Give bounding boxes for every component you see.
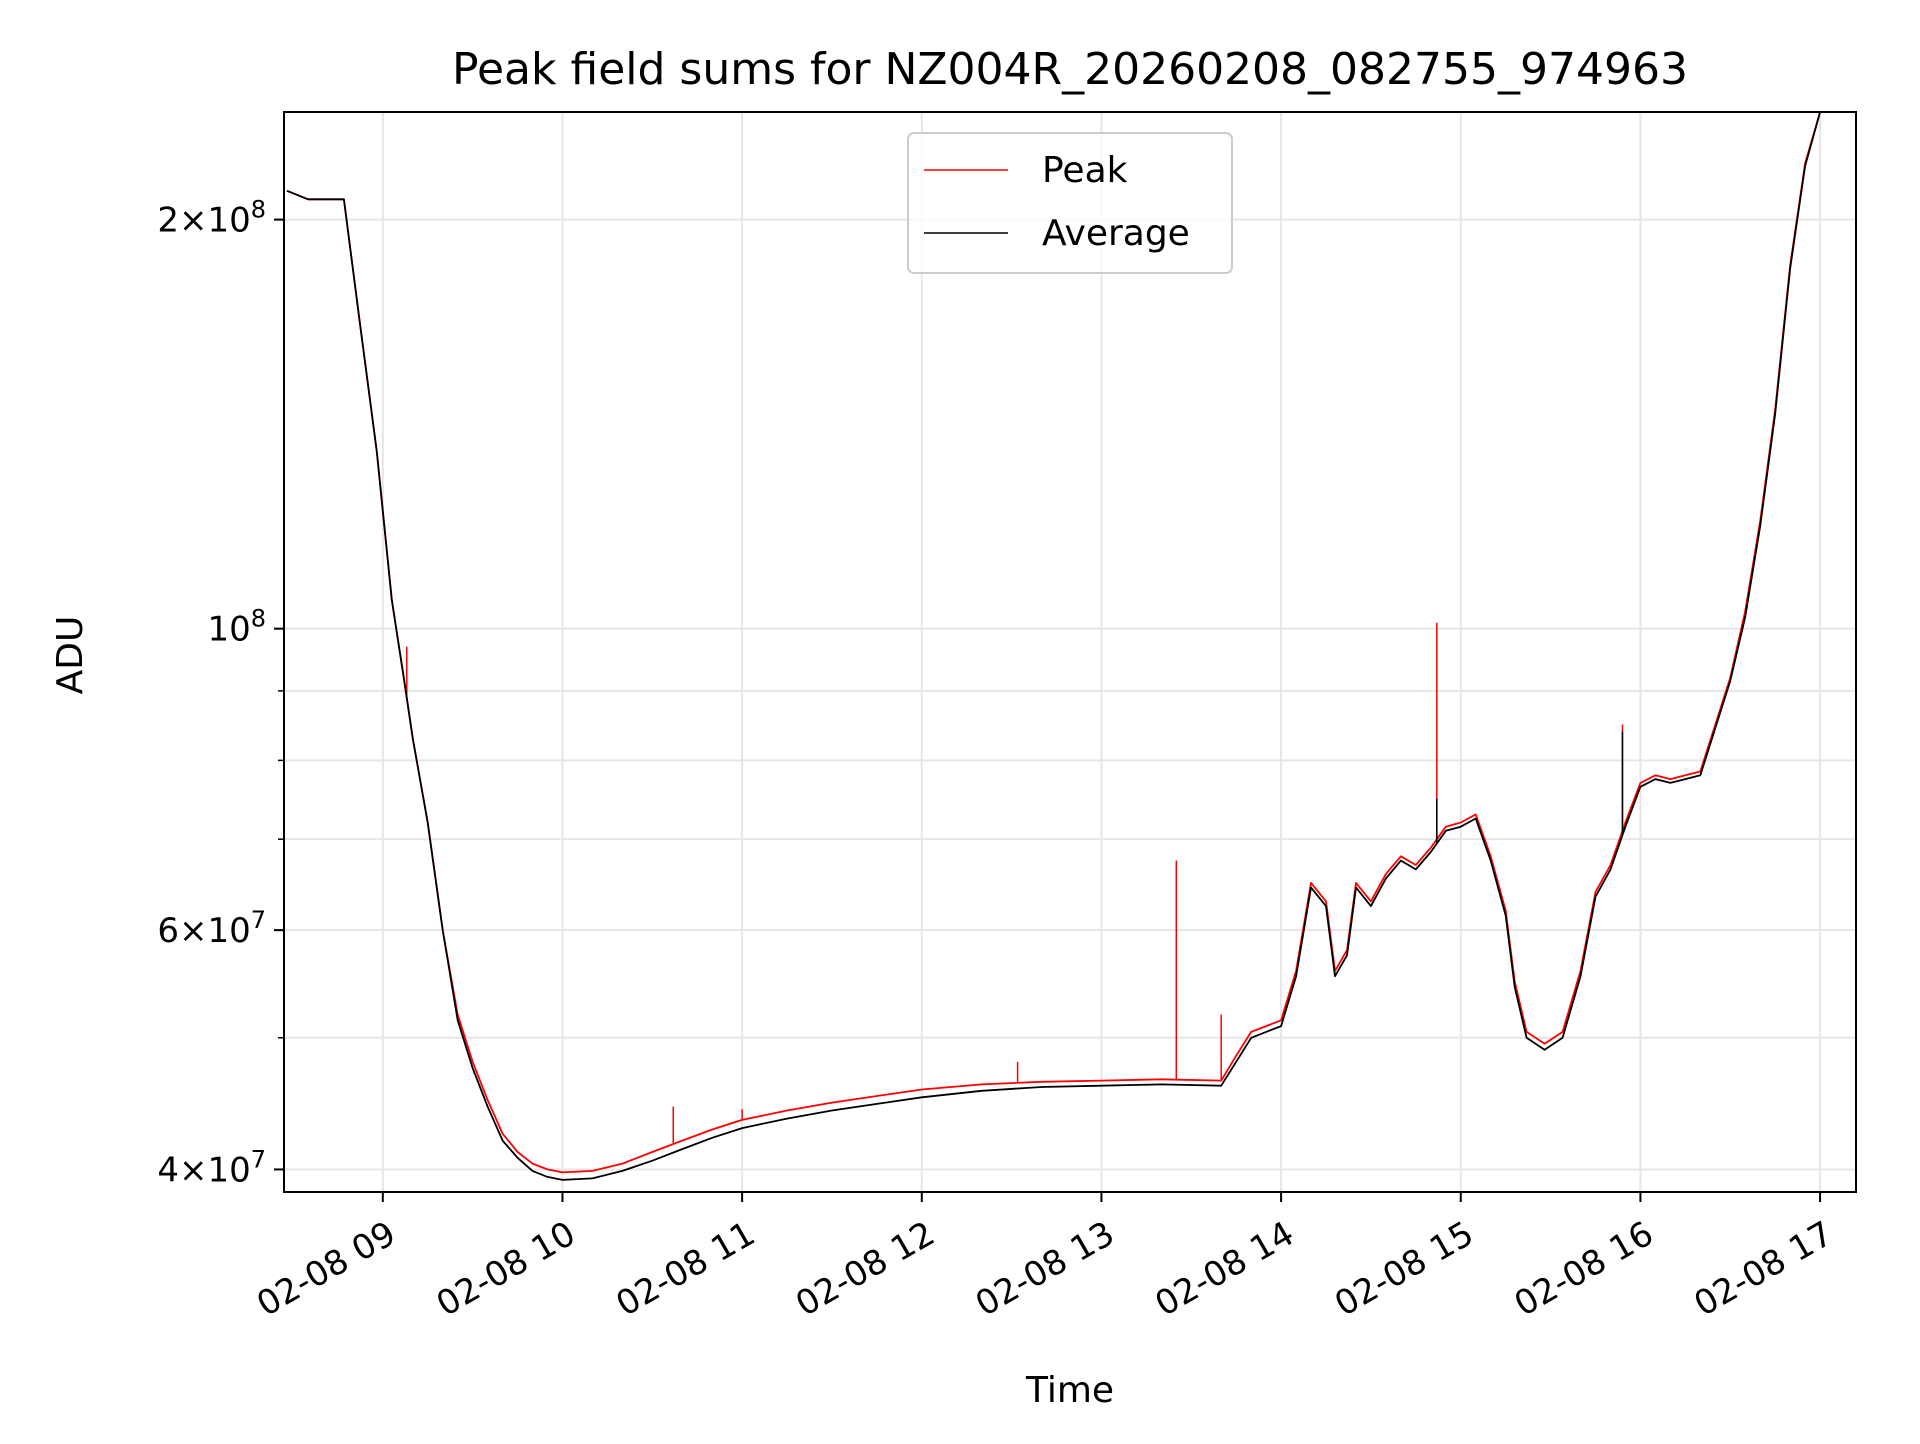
chart-title: Peak field sums for NZ004R_20260208_0827… bbox=[452, 44, 1688, 95]
x-axis-label: Time bbox=[1025, 1370, 1114, 1411]
plot-frame bbox=[283, 111, 1857, 1193]
y-tick-label: 108 bbox=[207, 605, 266, 650]
legend[interactable]: Peak Average bbox=[907, 132, 1233, 274]
y-tick-label: 6×107 bbox=[157, 906, 266, 951]
y-tick-label: 4×107 bbox=[157, 1145, 266, 1190]
grid-layer bbox=[284, 112, 1856, 1192]
series-line-peak bbox=[286, 112, 1821, 1174]
series-layer bbox=[286, 112, 1821, 1181]
y-axis-label: ADU bbox=[50, 616, 91, 695]
legend-average-label: Average bbox=[1042, 213, 1190, 254]
legend-peak-label: Peak bbox=[1042, 150, 1128, 191]
y-tick-label: 2×108 bbox=[157, 196, 266, 241]
series-line-average bbox=[286, 112, 1821, 1181]
legend-box bbox=[907, 132, 1233, 274]
